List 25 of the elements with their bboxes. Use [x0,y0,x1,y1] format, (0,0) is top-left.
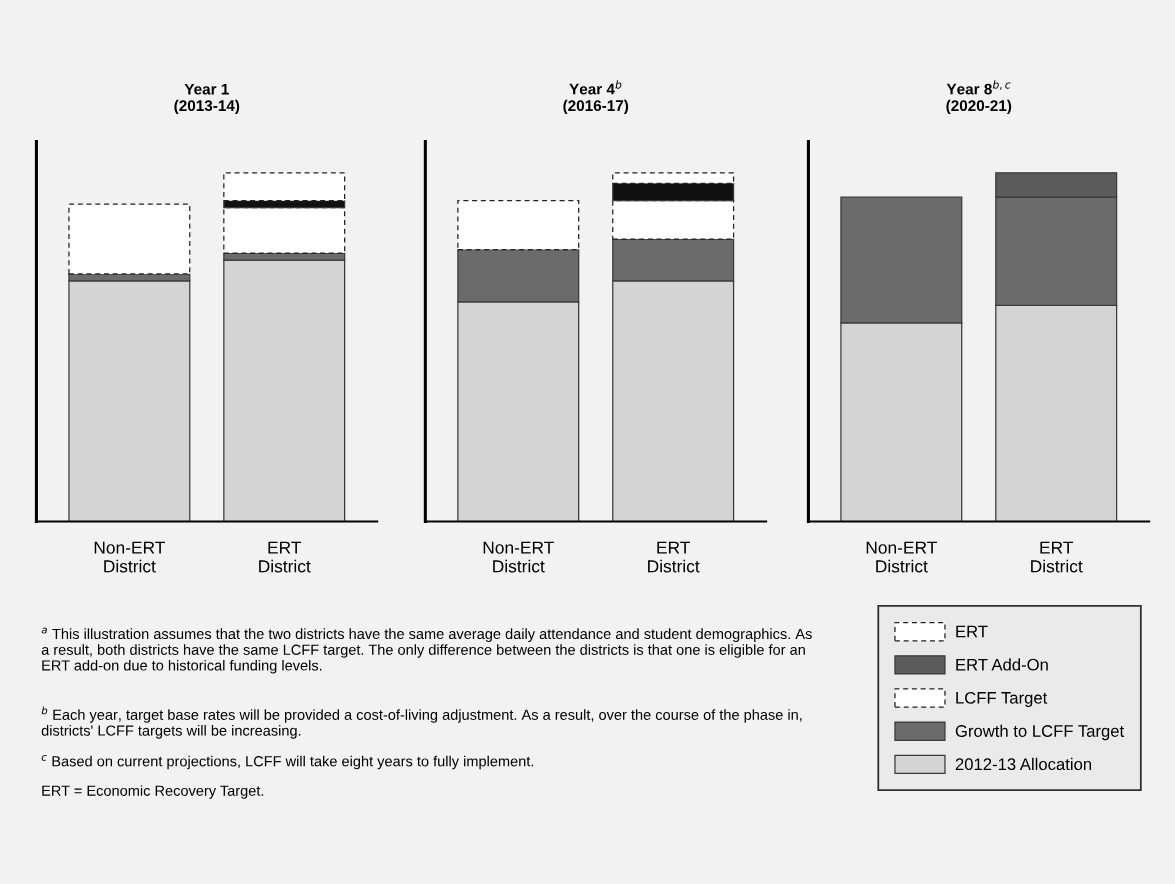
x-tick-label: Non-ERT District [94,541,165,573]
legend-label: LCFF Target [956,691,1048,708]
legend-label: ERT Add-On [956,658,1048,671]
bar [612,182,735,202]
x-tick-label: ERT District [648,541,700,573]
bar [223,207,346,254]
x-tick-label: Non-ERT District [866,541,937,573]
x-tick-label: ERT District [1031,541,1083,573]
text: ERT = Economic Recovery Target. [42,785,264,799]
text: $^{c}$ Based on current projections, LCFF will take eight years to fully implement. [41,754,534,770]
bar [223,172,346,202]
bar [612,200,735,240]
text: $^{b}$ Each year, target base rates will be provided a cost-of-living adjustment. As a result, over the course of the phase in, districts' LCFF targets will be increasing. [41,706,802,739]
chart-title: Year 1 (2013-14) [174,83,240,115]
bar [68,203,191,275]
legend-label: ERT [956,625,988,638]
legend-label: Growth to LCFF Target [955,724,1125,741]
legend-label: 2012-13 Allocation [955,757,1092,771]
x-tick-label: ERT District [259,541,311,573]
chart-title: Year 4$^{b}$ (2016-17) [563,80,629,115]
bar [457,200,580,251]
chart-title: Year 8$^{b,c}$ (2020-21) [946,80,1012,115]
bar [612,172,735,184]
text: $^{a}$ This illustration assumes that the two districts have the same average daily attendance and student demographics. As a result, both districts have the same LCFF target. The only difference between the districts is that one is eligible for an ERT add-on due to historical funding levels. [41,627,812,674]
x-tick-label: Non-ERT District [483,541,554,573]
